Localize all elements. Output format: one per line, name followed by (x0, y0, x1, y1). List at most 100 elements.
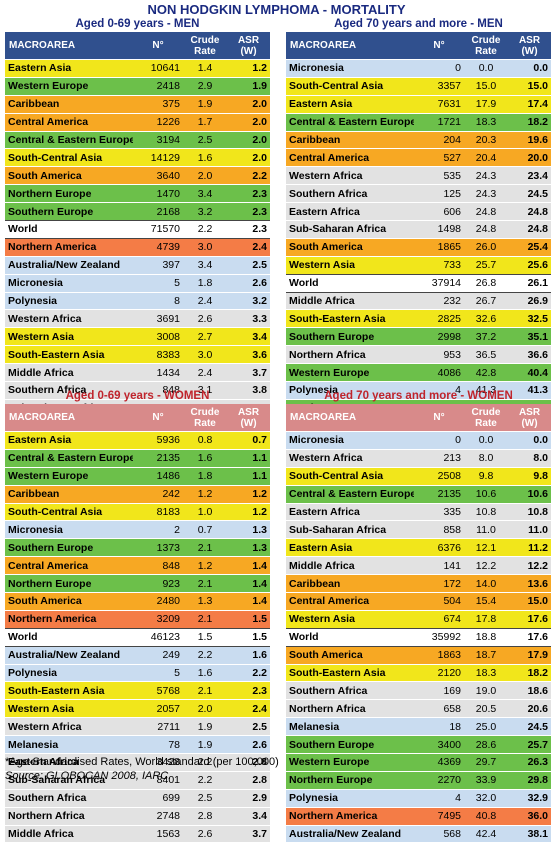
cell-crude-rate: 2.1 (183, 538, 227, 557)
cell-n: 2168 (133, 202, 183, 221)
cell-macroarea: Polynesia (5, 291, 133, 310)
cell-crude-rate: 25.0 (464, 717, 508, 736)
cell-macroarea: Western Asia (286, 609, 414, 629)
cell-crude-rate: 1.8 (183, 273, 227, 293)
cell-n: 2135 (414, 484, 464, 504)
cell-asr: 1.4 (227, 592, 270, 611)
cell-macroarea: Melanesia (5, 735, 133, 754)
cell-n: 213 (414, 448, 464, 468)
cell-macroarea: South America (286, 237, 414, 257)
cell-crude-rate: 2.1 (183, 574, 227, 593)
cell-crude-rate: 1.9 (183, 717, 227, 736)
page-title: NON HODGKIN LYMPHOMA - MORTALITY (147, 2, 406, 17)
cell-asr: 24.8 (508, 202, 551, 221)
cell-n: 2480 (133, 592, 183, 611)
cell-n: 4 (414, 788, 464, 808)
cell-crude-rate: 8.0 (464, 448, 508, 468)
cell-asr: 20.6 (508, 699, 551, 718)
cell-n: 1470 (133, 184, 183, 203)
table-row: South-Eastern Asia 2120 18.3 18.2 (286, 663, 551, 682)
footnote-text: *Age-Standardised Rates, World standard … (5, 756, 279, 768)
cell-crude-rate: 3.0 (183, 237, 227, 257)
cell-macroarea: Western Asia (286, 255, 414, 275)
table-row: Caribbean 172 14.0 13.6 (286, 574, 551, 593)
cell-crude-rate: 42.8 (464, 363, 508, 382)
cell-asr: 2.3 (227, 681, 270, 700)
cell-n: 8 (133, 291, 183, 310)
cell-asr: 1.4 (227, 556, 270, 575)
cell-macroarea: Caribbean (5, 94, 133, 114)
table-row: Melanesia 18 25.0 24.5 (286, 717, 551, 736)
cell-n: 232 (414, 291, 464, 310)
cell-crude-rate: 1.9 (183, 735, 227, 754)
cell-n: 3357 (414, 76, 464, 96)
cell-crude-rate: 17.9 (464, 94, 508, 114)
cell-crude-rate: 3.1 (183, 381, 227, 400)
cell-macroarea: Central America (5, 556, 133, 575)
cell-crude-rate: 24.3 (464, 184, 508, 203)
table-row: South America 3640 2.0 2.2 (5, 166, 270, 185)
cell-crude-rate: 2.4 (183, 363, 227, 382)
table-row: Middle Africa 141 12.2 12.2 (286, 556, 551, 575)
cell-macroarea: Western Africa (286, 448, 414, 468)
cell-asr: 1.6 (227, 645, 270, 665)
cell-macroarea: Middle Africa (5, 363, 133, 382)
cell-macroarea: Australia/New Zealand (5, 255, 133, 275)
cell-macroarea: Eastern Asia (5, 431, 133, 450)
cell-asr: 36.0 (508, 806, 551, 826)
cell-n: 1373 (133, 538, 183, 557)
cell-macroarea: Australia/New Zealand (286, 824, 414, 842)
cell-n: 733 (414, 255, 464, 275)
world-row: World 71570 2.2 2.3 (5, 220, 270, 239)
cell-asr: 24.5 (508, 184, 551, 203)
cell-macroarea: South America (286, 645, 414, 665)
cell-asr: 15.0 (508, 592, 551, 611)
cell-n: 699 (133, 788, 183, 808)
cell-crude-rate: 2.9 (183, 76, 227, 96)
cell-n: 2270 (414, 770, 464, 790)
header-macroarea: MACROAREA (5, 404, 133, 432)
cell-asr: 15.0 (508, 76, 551, 96)
cell-asr: 25.4 (508, 237, 551, 257)
table-row: Northern Europe 923 2.1 1.4 (5, 574, 270, 593)
cell-asr: 17.4 (508, 94, 551, 114)
cell-asr: 1.2 (227, 59, 270, 78)
cell-crude-rate: 2.8 (183, 806, 227, 826)
table-row: Micronesia 0 0.0 0.0 (286, 431, 551, 450)
cell-n: 335 (414, 502, 464, 521)
cell-n: 125 (414, 184, 464, 203)
cell-n: 141 (414, 556, 464, 575)
cell-macroarea: Western Asia (5, 327, 133, 346)
cell-asr: 2.5 (227, 717, 270, 736)
cell-n: 8383 (133, 345, 183, 364)
cell-n: 658 (414, 699, 464, 718)
cell-asr: 13.6 (508, 574, 551, 593)
cell-crude-rate: 20.4 (464, 148, 508, 167)
cell-crude-rate: 2.5 (183, 130, 227, 149)
table-row: Eastern Asia 7631 17.9 17.4 (286, 94, 551, 114)
cell-macroarea: Sub-Saharan Africa (286, 220, 414, 239)
cell-asr: 2.8 (227, 753, 270, 772)
cell-n: 6376 (414, 538, 464, 557)
table-header: MACROAREA N° Crude Rate ASR (W) (286, 32, 551, 60)
table-row: Eastern Asia 5936 0.8 0.7 (5, 431, 270, 450)
panel-title: Aged 70 years and more - MEN (334, 18, 503, 30)
cell-n: 3194 (133, 130, 183, 149)
cell-macroarea: Micronesia (5, 520, 133, 539)
cell-crude-rate: 28.6 (464, 735, 508, 754)
cell-crude-rate: 0.8 (183, 431, 227, 450)
cell-crude-rate: 25.7 (464, 255, 508, 275)
source-text: Source: GLOBOCAN 2008, IARC. (5, 770, 172, 782)
table-row: Eastern Africa 335 10.8 10.8 (286, 502, 551, 521)
cell-n: 5 (133, 663, 183, 682)
table-row: Southern Europe 2168 3.2 2.3 (5, 202, 270, 221)
cell-n: 7631 (414, 94, 464, 114)
cell-macroarea: South-Central Asia (5, 148, 133, 167)
cell-asr: 19.6 (508, 130, 551, 149)
cell-crude-rate: 24.8 (464, 202, 508, 221)
cell-crude-rate: 1.2 (183, 556, 227, 575)
cell-macroarea: Middle Africa (5, 824, 133, 842)
cell-n: 4086 (414, 363, 464, 382)
cell-macroarea: World (5, 627, 133, 647)
cell-asr: 11.0 (508, 520, 551, 539)
